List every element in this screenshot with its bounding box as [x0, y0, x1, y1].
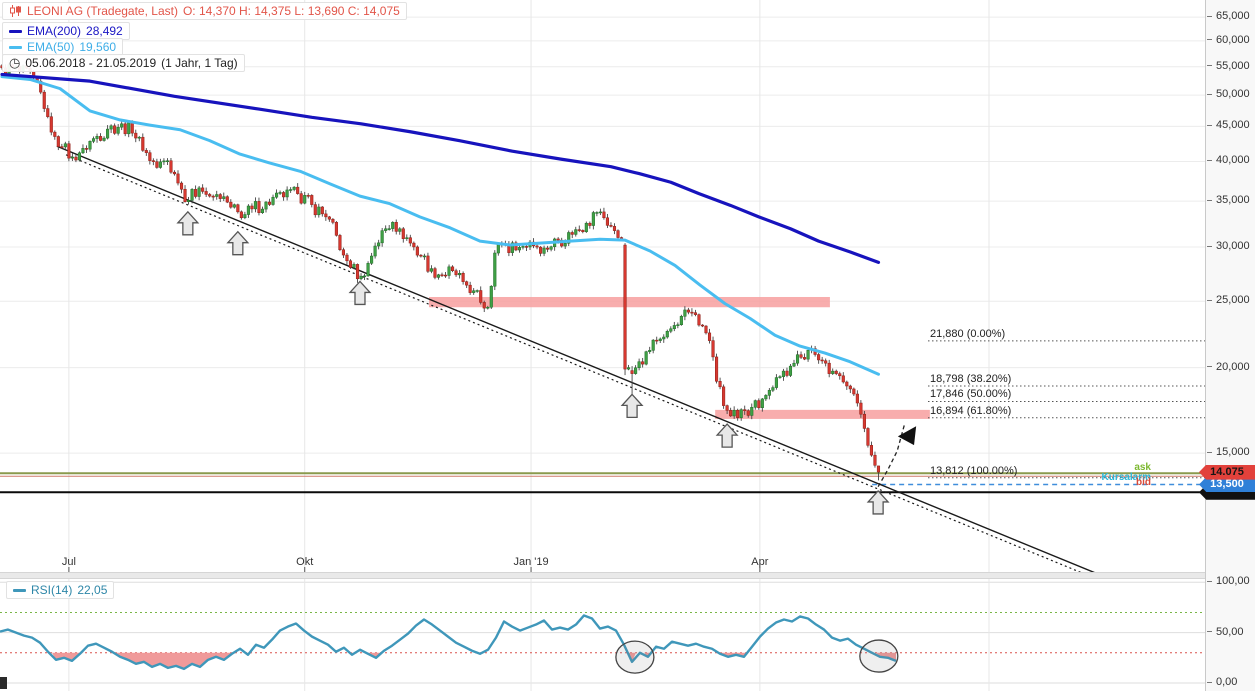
- up-arrow-marker: [620, 393, 644, 419]
- up-arrow-marker: [866, 489, 890, 515]
- clock-icon: ◷: [9, 55, 21, 70]
- fib-level-label: 13,812 (100.00%): [930, 464, 1018, 477]
- axis-tick: 55,000: [1207, 60, 1250, 72]
- ema50-value: 19,560: [79, 40, 117, 54]
- candles-layer: [0, 62, 881, 481]
- supply-zones: [428, 296, 930, 419]
- rsi-ellipse-annotation: [615, 640, 655, 674]
- price-chart-area[interactable]: LEONI AG (Tradegate, Last) O: 14,370 H: …: [0, 0, 1205, 572]
- price-axis-panel[interactable]: [1205, 0, 1255, 691]
- bid-label: bid: [1136, 477, 1151, 489]
- rsi-legend[interactable]: RSI(14) 22,05: [6, 581, 115, 599]
- axis-tick: 60,000: [1207, 34, 1250, 46]
- axis-tick: 45,000: [1207, 119, 1250, 131]
- corner-resize-handle[interactable]: [0, 677, 7, 689]
- instrument-name: LEONI AG (Tradegate, Last): [27, 4, 178, 18]
- rsi-icon: [13, 588, 26, 592]
- time-axis-label: Jul: [61, 556, 76, 568]
- instrument-ohlc: O: 14,370 H: 14,375 L: 13,690 C: 14,075: [182, 4, 400, 18]
- axis-tick: 35,000: [1207, 194, 1250, 206]
- legend-date-range[interactable]: ◷ 05.06.2018 - 21.05.2019 (1 Jahr, 1 Tag…: [2, 54, 245, 72]
- ema50-label: EMA(50): [27, 40, 75, 54]
- projection-arrow: [877, 422, 917, 488]
- grid-layer: [0, 0, 1205, 572]
- rsi-panel[interactable]: [0, 579, 1205, 691]
- axis-tick: 0,00: [1207, 676, 1237, 688]
- rsi-ellipse-annotation: [859, 639, 899, 673]
- oversold-fill: [116, 652, 236, 669]
- arrow-markers: [176, 210, 890, 515]
- up-arrow-marker: [226, 230, 250, 256]
- ema50-icon: [9, 45, 22, 49]
- up-arrow-marker: [715, 423, 739, 448]
- range-text: 05.06.2018 - 21.05.2019: [25, 56, 157, 70]
- fib-level-label: 16,894 (61.80%): [930, 404, 1012, 417]
- panel-divider[interactable]: [0, 572, 1205, 579]
- axis-tick: 65,000: [1207, 10, 1250, 22]
- kursalarm-label: Kursalarm: [1101, 471, 1151, 483]
- up-arrow-marker: [176, 210, 200, 236]
- axis-tick: 40,000: [1207, 154, 1250, 166]
- range-detail: (1 Jahr, 1 Tag): [161, 56, 238, 70]
- axis-tick: 100,00: [1207, 575, 1250, 587]
- time-axis-label: Apr: [751, 556, 769, 568]
- rsi-line: [0, 614, 897, 671]
- axis-tick: 25,000: [1207, 294, 1250, 306]
- legend-instrument[interactable]: LEONI AG (Tradegate, Last) O: 14,370 H: …: [2, 2, 407, 20]
- ask-label: ask: [1134, 462, 1151, 474]
- price-lines: [0, 472, 1205, 494]
- axis-tick: 30,000: [1207, 240, 1250, 252]
- rsi-value: 22,05: [77, 583, 108, 597]
- axis-tick: 20,000: [1207, 361, 1250, 373]
- rsi-chart-svg[interactable]: [0, 579, 1205, 691]
- fib-level-label: 18,798 (38.20%): [930, 373, 1012, 386]
- up-arrow-marker: [348, 280, 372, 306]
- price-tag: 13,500: [1199, 476, 1255, 492]
- ema200-icon: [9, 29, 22, 33]
- price-chart-svg[interactable]: [0, 0, 1205, 572]
- candlestick-icon: [10, 5, 21, 17]
- time-axis-label: Okt: [296, 556, 314, 568]
- ema50-line: [0, 75, 880, 376]
- axis-tick: 50,00: [1207, 626, 1244, 638]
- price-tag: 14.075: [1199, 464, 1255, 480]
- ema-layer: [0, 72, 881, 376]
- ema200-line: [0, 72, 881, 264]
- axis-tick: 15,000: [1207, 446, 1250, 458]
- fib-level-label: 17,846 (50.00%): [930, 388, 1012, 401]
- ema200-value: 28,492: [86, 24, 123, 38]
- fib-level-label: 21,880 (0.00%): [930, 327, 1006, 340]
- ema200-label: EMA(200): [27, 24, 82, 38]
- axis-tick: 50,000: [1207, 88, 1250, 100]
- time-axis-label: Jan '19: [513, 556, 549, 568]
- rsi-label: RSI(14): [31, 583, 73, 597]
- trendlines: [56, 145, 1095, 572]
